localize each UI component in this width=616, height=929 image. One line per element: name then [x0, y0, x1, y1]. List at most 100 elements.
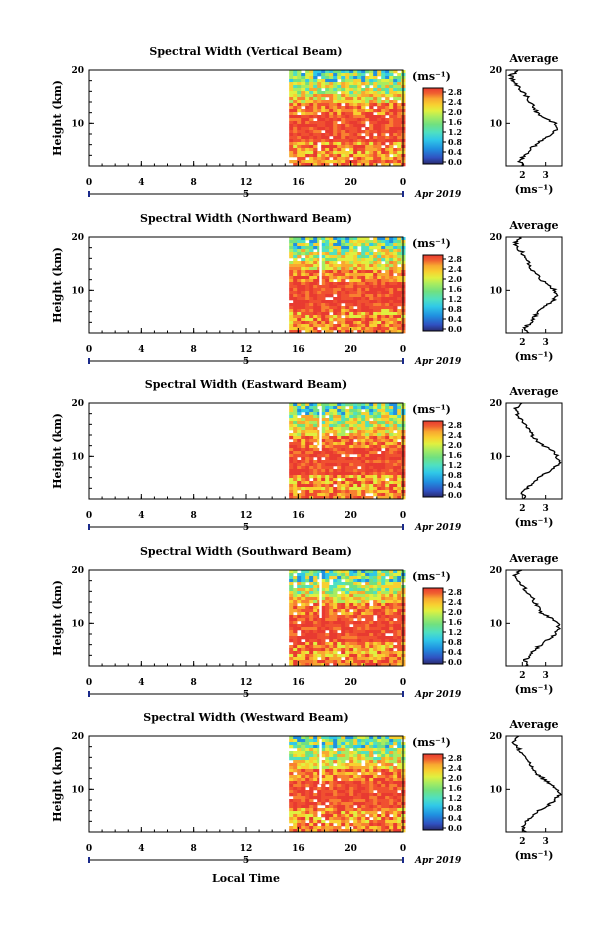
heatmap-cell: [309, 130, 314, 134]
heatmap-cell: [325, 276, 330, 280]
heatmap-cell: [341, 91, 346, 95]
heatmap-cell: [381, 409, 386, 413]
heatmap-cell: [305, 94, 310, 98]
heatmap-cell: [353, 594, 358, 598]
heatmap-cell: [333, 760, 338, 764]
heatmap-cell: [357, 576, 362, 580]
heatmap-cell: [317, 736, 322, 740]
heatmap-cell: [333, 154, 338, 158]
heatmap-cell: [345, 823, 350, 827]
heatmap-cell: [361, 279, 366, 283]
heatmap-cell: [361, 82, 366, 86]
heatmap-cell: [397, 445, 402, 449]
heatmap-cell: [345, 460, 350, 464]
colorbar-tick-label: 1.2: [448, 793, 462, 803]
heatmap-cell: [313, 588, 318, 592]
heatmap-cell: [317, 309, 322, 313]
profile-x-tick-label: 3: [543, 171, 549, 181]
heatmap-cell: [377, 406, 382, 410]
heatmap-cell: [365, 490, 370, 494]
heatmap-cell: [333, 657, 338, 661]
heatmap-cell: [329, 73, 334, 77]
heatmap-cell: [325, 814, 330, 818]
heatmap-cell: [333, 784, 338, 788]
heatmap-cell: [325, 249, 330, 253]
heatmap-cell: [305, 427, 310, 431]
heatmap-cell: [309, 751, 314, 755]
heatmap-cell: [377, 270, 382, 274]
heatmap-cell: [333, 270, 338, 274]
heatmap-cell: [309, 757, 314, 761]
heatmap-cell: [305, 88, 310, 92]
heatmap-cell: [329, 612, 334, 616]
heatmap-cell: [301, 130, 306, 134]
heatmap-cell: [357, 163, 362, 167]
heatmap-cell: [317, 330, 322, 334]
heatmap-cell: [361, 318, 366, 322]
heatmap-cell: [305, 279, 310, 283]
heatmap-cell: [353, 820, 358, 824]
heatmap-cell: [397, 246, 402, 250]
heatmap-cell: [373, 406, 378, 410]
heatmap-cell: [313, 258, 318, 262]
heatmap-cell: [369, 448, 374, 452]
heatmap-cell: [321, 657, 326, 661]
heatmap-cell: [369, 636, 374, 640]
heatmap-cell: [369, 451, 374, 455]
heatmap-cell: [393, 478, 398, 482]
heatmap-cell: [337, 742, 342, 746]
heatmap-cell: [397, 454, 402, 458]
heatmap-cells: [289, 570, 406, 667]
heatmap-cell: [305, 645, 310, 649]
heatmap-cell: [329, 300, 334, 304]
heatmap-cell: [293, 300, 298, 304]
heatmap-cell: [309, 85, 314, 89]
profile-title: Average: [508, 552, 558, 565]
heatmap-cell: [289, 270, 294, 274]
heatmap-cell: [305, 496, 310, 500]
heatmap-cell: [349, 742, 354, 746]
heatmap-cell: [317, 648, 322, 652]
colorbar-tick-label: 0.0: [448, 157, 462, 167]
heatmap-cell: [289, 312, 294, 316]
heatmap-cell: [341, 312, 346, 316]
heatmap-cell: [305, 576, 310, 580]
heatmap-cell: [393, 751, 398, 755]
heatmap-cell: [353, 796, 358, 800]
heatmap-cell: [329, 766, 334, 770]
heatmap-cell: [349, 769, 354, 773]
heatmap-cell: [329, 279, 334, 283]
heatmap-cell: [349, 252, 354, 256]
heatmap-cell: [369, 306, 374, 310]
heatmap-cell: [289, 820, 294, 824]
heatmap-cell: [297, 802, 302, 806]
heatmap-cell: [301, 124, 306, 128]
heatmap-cell: [377, 618, 382, 622]
heatmap-cell: [333, 639, 338, 643]
heatmap-cell: [365, 133, 370, 137]
heatmap-cell: [325, 585, 330, 589]
heatmap-cell: [301, 475, 306, 479]
heatmap-cell: [313, 115, 318, 119]
heatmap-cell: [297, 600, 302, 604]
heatmap-cell: [313, 600, 318, 604]
heatmap-cell: [345, 445, 350, 449]
heatmap-cell: [301, 745, 306, 749]
heatmap-cell: [373, 415, 378, 419]
heatmap-cell: [377, 418, 382, 422]
heatmap-cell: [333, 478, 338, 482]
heatmap-cell: [345, 448, 350, 452]
heatmap-cell: [325, 823, 330, 827]
heatmap-cell: [321, 291, 326, 295]
heatmap-cell: [385, 433, 390, 437]
heatmap-cell: [321, 814, 326, 818]
heatmap-cell: [389, 309, 394, 313]
heatmap-cell: [345, 573, 350, 577]
heatmap-cell: [325, 609, 330, 613]
heatmap-cell: [333, 306, 338, 310]
heatmap-cell: [313, 154, 318, 158]
heatmap-cell: [325, 85, 330, 89]
heatmap-cell: [361, 642, 366, 646]
heatmap-cell: [305, 624, 310, 628]
heatmap-cell: [305, 823, 310, 827]
